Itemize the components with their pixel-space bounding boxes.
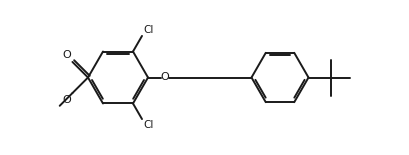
Text: Cl: Cl (143, 120, 153, 130)
Text: O: O (63, 95, 71, 105)
Text: Cl: Cl (143, 25, 153, 35)
Text: O: O (160, 73, 169, 82)
Text: O: O (63, 50, 71, 60)
